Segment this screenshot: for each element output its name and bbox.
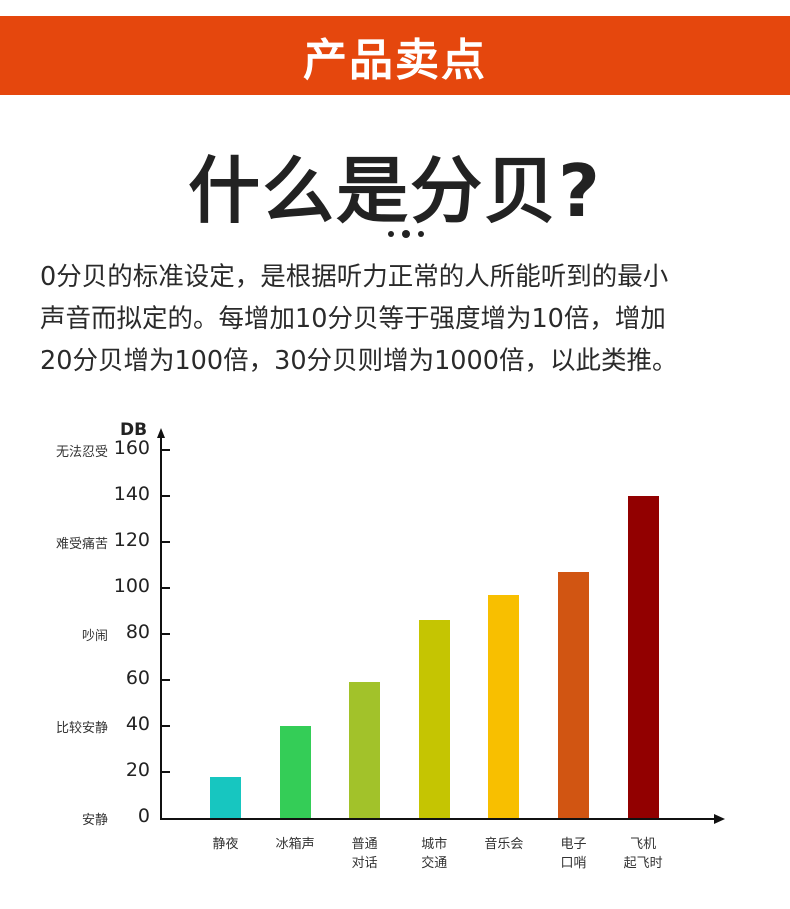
dot-icon <box>402 230 410 238</box>
bar <box>558 571 589 818</box>
y-tick-label: 100 <box>113 575 150 597</box>
x-category-label-line: 音乐会 <box>484 837 524 852</box>
x-category-label-line: 飞机 <box>630 837 657 852</box>
y-tick <box>162 495 170 497</box>
bar <box>418 620 450 818</box>
x-category-label: 飞机 起飞时 <box>608 835 678 873</box>
y-axis-arrow-icon <box>157 428 165 438</box>
noise-level-label: 难受痛苦 <box>55 537 108 552</box>
x-category-label-line: 起飞时 <box>623 856 663 871</box>
y-tick <box>162 587 170 589</box>
y-tick <box>162 725 170 727</box>
y-tick-label: 0 <box>137 805 150 827</box>
page-headline: 什么是分贝? <box>188 149 602 233</box>
banner-title: 产品卖点 <box>303 34 487 86</box>
x-category-label: 音乐会 <box>469 835 539 854</box>
y-tick-label: 40 <box>125 713 150 735</box>
x-axis <box>160 818 716 820</box>
x-category-label-line: 交通 <box>421 856 448 871</box>
x-category-label-line: 静夜 <box>212 837 239 852</box>
bar <box>210 776 241 818</box>
y-tick-label: 160 <box>113 437 150 459</box>
noise-level-label: 安静 <box>81 813 108 828</box>
noise-level-label: 比较安静 <box>55 721 108 736</box>
y-tick <box>162 771 170 773</box>
dot-icon <box>418 231 424 237</box>
noise-level-label: 吵闹 <box>81 629 108 644</box>
x-category-label: 普通 对话 <box>330 835 400 873</box>
y-tick <box>162 679 170 681</box>
paragraph-line: 声音而拟定的。每增加10分贝等于强度增为10倍，增加 <box>40 304 666 334</box>
y-tick-label: 120 <box>113 529 150 551</box>
dot-icon <box>388 231 394 237</box>
y-tick <box>162 633 170 635</box>
bar <box>488 594 520 818</box>
x-category-label-line: 冰箱声 <box>275 837 315 852</box>
x-category-label: 城市 交通 <box>399 835 469 873</box>
bar <box>349 682 381 818</box>
decibel-bar-chart: DB 0 20 40 60 80 100 120 140 160 无法忍受难受痛苦吵闹比较安静安静… <box>0 400 790 900</box>
y-axis-label: DB <box>120 420 148 440</box>
x-category-label-line: 普通 <box>351 837 378 852</box>
y-tick-label: 60 <box>125 667 150 689</box>
y-tick-label: 20 <box>125 759 150 781</box>
section-banner: 产品卖点 <box>0 16 790 95</box>
y-tick <box>162 541 170 543</box>
y-tick-label: 140 <box>113 483 150 505</box>
x-category-label: 静夜 <box>191 835 261 854</box>
bar <box>279 726 311 818</box>
paragraph-line: 20分贝增为100倍，30分贝则增为1000倍，以此类推。 <box>40 346 678 376</box>
y-axis <box>160 436 162 819</box>
x-category-label-line: 电子 <box>560 837 587 852</box>
decorative-dots-icon <box>388 230 424 238</box>
noise-level-label: 无法忍受 <box>55 445 108 460</box>
x-category-label-line: 口哨 <box>560 856 587 871</box>
description-paragraph: 0分贝的标准设定，是根据听力正常的人所能听到的最小 声音而拟定的。每增加10分贝… <box>40 256 760 382</box>
paragraph-line: 0分贝的标准设定，是根据听力正常的人所能听到的最小 <box>40 262 669 292</box>
y-tick <box>162 449 170 451</box>
bar <box>627 496 659 818</box>
x-category-label: 电子 口哨 <box>539 835 609 873</box>
y-tick-label: 80 <box>125 621 150 643</box>
x-axis-arrow-icon <box>714 814 725 824</box>
x-category-label: 冰箱声 <box>260 835 330 854</box>
x-category-label-line: 对话 <box>351 856 378 871</box>
x-category-label-line: 城市 <box>421 837 448 852</box>
